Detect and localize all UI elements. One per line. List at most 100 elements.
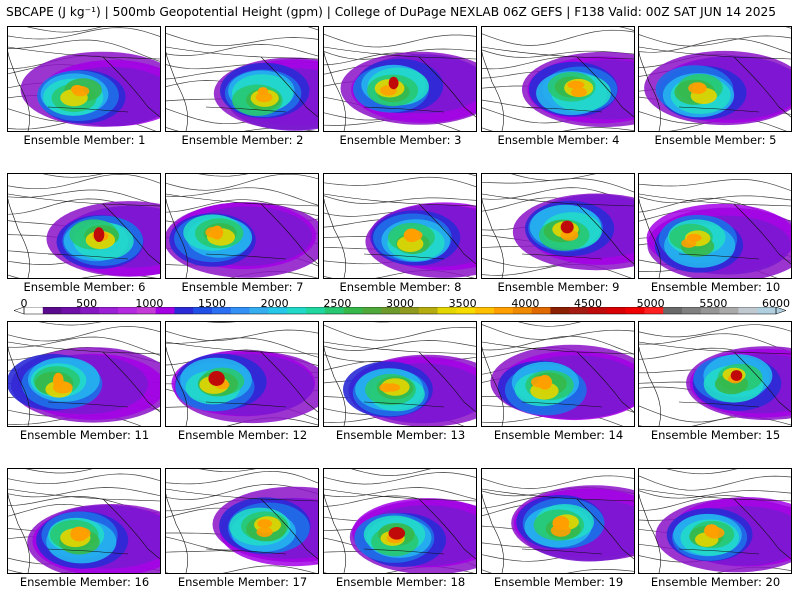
height-contour: [8, 326, 160, 342]
height-contour: [482, 29, 634, 46]
height-contour: [639, 333, 791, 353]
ensemble-map-panel: [7, 468, 161, 574]
ensemble-map-panel: [638, 468, 792, 574]
ensemble-member-label: Ensemble Member: 9: [497, 280, 620, 294]
cape-map: [639, 469, 791, 573]
height-contour: [198, 469, 256, 473]
colorbar-swatch: [24, 307, 44, 314]
map-boundary: [482, 341, 634, 355]
height-contour: [8, 473, 160, 485]
cape-max: [383, 383, 401, 392]
map-boundary: [205, 106, 287, 113]
colorbar-swatch: [625, 307, 645, 314]
height-contour: [8, 39, 160, 62]
height-contour: [639, 195, 791, 204]
map-boundary: [324, 346, 346, 426]
map-boundary: [678, 253, 760, 260]
colorbar-min-arrow: [13, 307, 25, 315]
ensemble-member-label: Ensemble Member: 6: [23, 280, 146, 294]
map-boundary: [8, 493, 30, 573]
height-contour: [510, 174, 596, 181]
cape-max: [257, 519, 273, 529]
cape-max: [567, 80, 585, 89]
map-boundary: [521, 401, 603, 408]
cape-map: [639, 324, 791, 426]
map-boundary: [324, 46, 476, 60]
colorbar-swatch: [475, 307, 495, 314]
map-boundary: [521, 106, 603, 113]
cape-max: [692, 82, 706, 94]
map-boundary: [678, 106, 760, 113]
cape-map: [482, 174, 634, 278]
colorbar-swatch: [343, 307, 363, 314]
colorbar-swatch: [381, 307, 401, 314]
colorbar-swatch: [437, 307, 457, 314]
cape-max: [704, 524, 720, 538]
height-contour: [639, 475, 791, 491]
ensemble-map-panel: [7, 173, 161, 279]
map-boundary: [260, 56, 318, 118]
ensemble-member-label: Ensemble Member: 8: [339, 280, 462, 294]
ensemble-member-label: Ensemble Member: 3: [339, 133, 462, 147]
ensemble-map-panel: [165, 468, 319, 574]
cape-max: [71, 85, 84, 94]
map-boundary: [166, 493, 188, 573]
height-contour: [517, 322, 582, 327]
height-contour: [482, 324, 634, 340]
ensemble-member-label: Ensemble Member: 20: [650, 575, 781, 589]
colorbar-swatch: [663, 307, 683, 314]
colorbar-swatch: [306, 307, 326, 314]
map-boundary: [47, 401, 129, 408]
map-boundary: [166, 198, 188, 278]
cape-map: [324, 174, 476, 278]
height-contour: [350, 469, 432, 476]
map-boundary: [47, 548, 129, 555]
colorbar-swatch: [606, 307, 626, 314]
map-boundary: [8, 341, 160, 355]
map-boundary: [639, 488, 791, 502]
ensemble-member-label: Ensemble Member: 2: [181, 133, 304, 147]
height-contour: [467, 174, 476, 177]
map-boundary: [8, 346, 30, 426]
map-boundary: [482, 198, 504, 278]
height-contour: [324, 324, 476, 341]
cape-max: [208, 371, 225, 386]
map-boundary: [8, 51, 30, 131]
map-boundary: [102, 351, 160, 413]
ensemble-member-label: Ensemble Member: 12: [177, 428, 308, 442]
cape-map: [166, 322, 318, 426]
map-boundary: [733, 56, 791, 118]
cape-max: [70, 526, 89, 542]
map-boundary: [205, 401, 287, 408]
colorbar-scale: [13, 307, 787, 315]
map-boundary: [521, 253, 603, 260]
ensemble-map-panel: [638, 173, 792, 279]
height-contour: [324, 195, 476, 204]
height-contour: [166, 329, 318, 342]
map-boundary: [363, 401, 445, 408]
ensemble-map-panel: [481, 26, 635, 132]
height-contour: [166, 187, 318, 206]
ensemble-member-label: Ensemble Member: 19: [493, 575, 624, 589]
cape-max: [53, 372, 64, 389]
colorbar-swatch: [400, 307, 420, 314]
colorbar-swatch: [644, 307, 664, 314]
ensemble-map-panel: [481, 173, 635, 279]
colorbar-swatch: [287, 307, 307, 314]
height-contour: [166, 174, 318, 191]
colorbar-swatch: [99, 307, 119, 314]
cape-map: [166, 174, 318, 278]
map-boundary: [418, 203, 476, 265]
height-contour: [307, 27, 318, 31]
cape-map: [639, 179, 791, 278]
map-boundary: [324, 51, 346, 131]
map-boundary: [576, 56, 634, 118]
height-contour: [25, 469, 93, 474]
map-boundary: [324, 198, 346, 278]
map-boundary: [639, 46, 791, 60]
height-contour: [166, 33, 318, 47]
height-contour: [324, 472, 476, 485]
height-contour: [482, 127, 634, 131]
map-boundary: [8, 46, 160, 60]
height-contour: [197, 174, 249, 177]
